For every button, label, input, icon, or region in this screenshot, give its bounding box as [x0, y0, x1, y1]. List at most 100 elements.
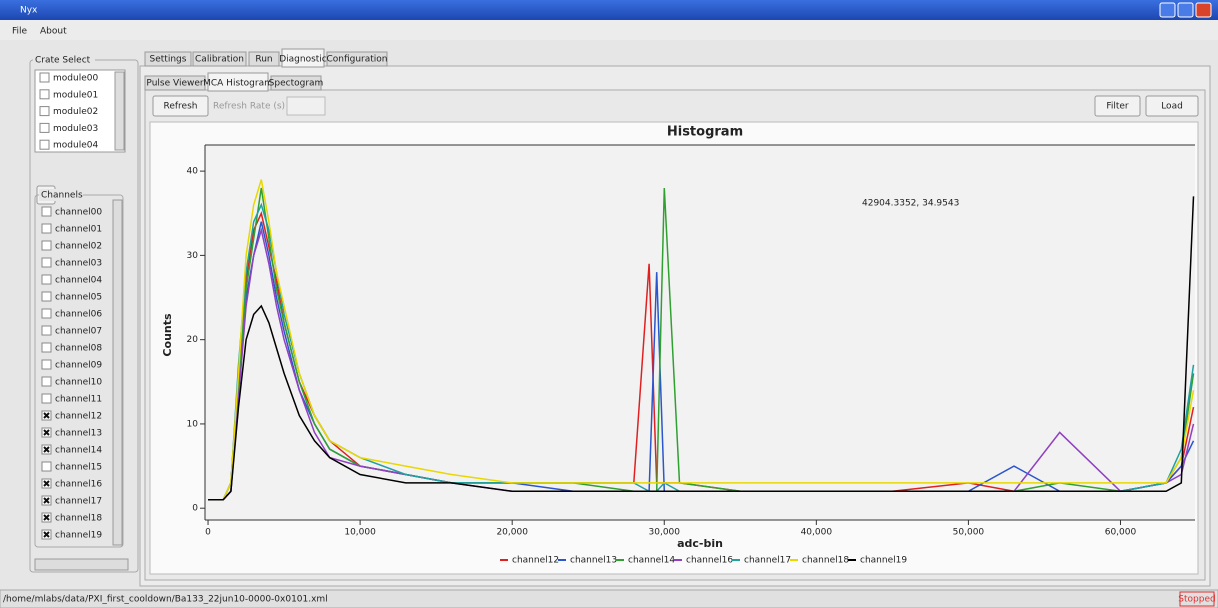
status-path: /home/mlabs/data/PXI_first_cooldown/Ba13… [3, 595, 328, 605]
module-checkbox[interactable] [39, 89, 50, 100]
channel-checkbox-label: channel15 [55, 463, 102, 473]
channel-checkbox[interactable] [41, 393, 52, 404]
channel-checkbox-label: channel19 [55, 531, 102, 541]
chart-title: Histogram [667, 125, 743, 140]
status-state: Stopped [1178, 595, 1215, 605]
refresh-rate-spinbox[interactable] [286, 96, 326, 116]
channel-scrollbar[interactable] [112, 199, 123, 546]
tab-label: Settings [150, 55, 187, 65]
channel-checkbox[interactable] [41, 223, 52, 234]
load-label: Load [1161, 102, 1183, 112]
filter-button[interactable] [1094, 95, 1141, 117]
channel-checkbox-mark [43, 531, 50, 538]
subtab[interactable] [207, 72, 269, 92]
status-bar [0, 589, 1218, 608]
y-tick-label: 30 [187, 251, 199, 261]
channel-checkbox-mark [43, 412, 50, 419]
close-button[interactable] [1195, 2, 1212, 18]
x-tick-label: 10,000 [344, 528, 376, 538]
window-title: Nyx [20, 6, 38, 16]
channel-checkbox-label: channel14 [55, 446, 102, 456]
x-tick-label: 0 [205, 528, 211, 538]
channel-checkbox[interactable] [41, 325, 52, 336]
refresh-rate-label: Refresh Rate (s) [213, 102, 285, 112]
channel-checkbox-label: channel10 [55, 378, 102, 388]
tab-label: Run [255, 55, 272, 65]
subtab-label: Pulse Viewer [146, 79, 203, 89]
load-button[interactable] [1145, 95, 1199, 117]
x-tick-label: 40,000 [801, 528, 833, 538]
channel-checkbox-label: channel11 [55, 395, 102, 405]
channel-checkbox[interactable] [41, 257, 52, 268]
module-checkbox[interactable] [39, 106, 50, 117]
tab[interactable] [248, 51, 280, 67]
channel-checkbox-label: channel17 [55, 497, 102, 507]
subtab[interactable] [144, 75, 206, 91]
x-tick-label: 50,000 [953, 528, 985, 538]
y-tick-label: 40 [187, 167, 199, 177]
channel-checkbox[interactable] [41, 461, 52, 472]
annotation: 42904.3352, 34.9543 [862, 199, 959, 209]
minimize-button[interactable] [1159, 2, 1176, 18]
legend-label: channel16 [686, 556, 733, 566]
legend-label: channel12 [512, 556, 559, 566]
channel-checkbox[interactable] [41, 206, 52, 217]
legend-label: channel14 [628, 556, 675, 566]
channel-checkbox-label: channel16 [55, 480, 102, 490]
group-title-bg [33, 54, 95, 66]
tab[interactable] [281, 48, 325, 68]
subtab-label: MCA Histogram [203, 79, 273, 89]
menu-item[interactable]: File [12, 27, 28, 37]
series-line [208, 196, 1195, 501]
channel-checkbox-label: channel01 [55, 225, 102, 235]
channel-checkbox-label: channel18 [55, 514, 102, 524]
channel-checkbox[interactable] [41, 359, 52, 370]
channel-checkbox-label: channel09 [55, 361, 102, 371]
module-checkbox[interactable] [39, 122, 50, 133]
channel-checkbox-mark [43, 514, 50, 521]
refresh-button[interactable] [152, 95, 209, 117]
channel-checkbox[interactable] [41, 240, 52, 251]
module-checkbox-label: module01 [53, 90, 98, 100]
module-checkbox-label: module02 [53, 107, 98, 117]
module-list [34, 69, 126, 153]
filter-label: Filter [1106, 102, 1129, 112]
channel-checkbox[interactable] [41, 376, 52, 387]
channel-checkbox-label: channel06 [55, 310, 102, 320]
channel-checkbox[interactable] [41, 342, 52, 353]
y-tick-label: 20 [187, 335, 199, 345]
tab[interactable] [144, 51, 192, 67]
legend-label: channel13 [570, 556, 617, 566]
tab[interactable] [326, 51, 388, 67]
status-state-box [1179, 591, 1215, 607]
channel-checkbox-mark [43, 446, 50, 453]
legend-label: channel17 [744, 556, 791, 566]
menu-item[interactable]: About [40, 27, 67, 37]
y-axis-label: Counts [161, 313, 174, 357]
module-scrollbar[interactable] [114, 71, 125, 151]
legend-label: channel18 [802, 556, 849, 566]
channel-checkbox-label: channel04 [55, 276, 102, 286]
title-bar [0, 0, 1218, 20]
module-checkbox[interactable] [39, 72, 50, 83]
channel-checkbox-mark [43, 497, 50, 504]
plot-area [205, 145, 1195, 520]
menu-bar [0, 20, 1218, 40]
tab-label: Configuration [326, 55, 387, 65]
tab[interactable] [192, 51, 247, 67]
maximize-button[interactable] [1177, 2, 1194, 18]
channel-checkbox-label: channel00 [55, 208, 102, 218]
channel-checkbox[interactable] [41, 274, 52, 285]
horizontal-scrollbar[interactable] [34, 558, 129, 571]
tab-label: Diagnostic [279, 55, 327, 65]
y-tick-label: 10 [187, 419, 199, 429]
channel-checkbox-label: channel07 [55, 327, 102, 337]
subtab[interactable] [270, 75, 322, 91]
channel-checkbox-mark [43, 480, 50, 487]
x-tick-label: 60,000 [1105, 528, 1137, 538]
channel-checkbox[interactable] [41, 291, 52, 302]
channel-checkbox-mark [43, 429, 50, 436]
channel-checkbox[interactable] [41, 308, 52, 319]
module-checkbox[interactable] [39, 139, 50, 150]
x-tick-label: 20,000 [496, 528, 528, 538]
